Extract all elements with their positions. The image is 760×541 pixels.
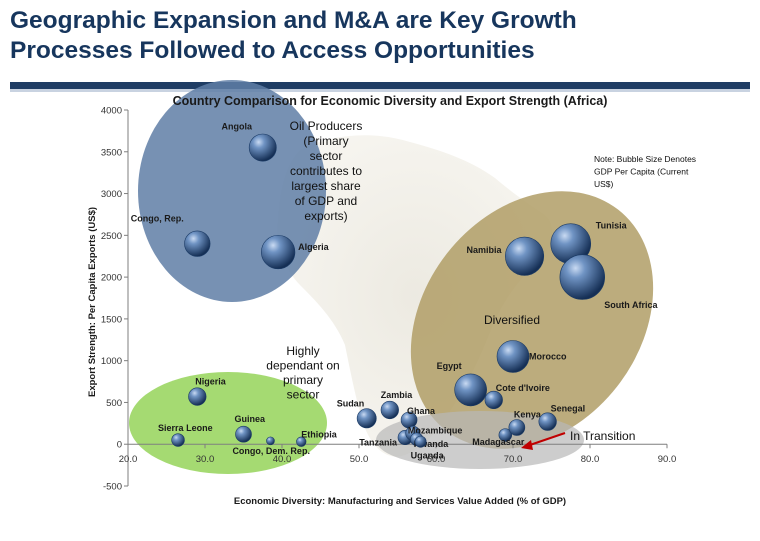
bubble-namibia: [505, 236, 545, 276]
label-rwanda: Rwanda: [414, 439, 450, 449]
x-tick-label: 40.0: [273, 454, 292, 465]
y-tick-label: 4000: [101, 106, 122, 117]
primary-sector-annotation-line: sector: [287, 388, 320, 402]
label-namibia: Namibia: [467, 245, 503, 255]
label-congo-rep: Congo, Rep.: [131, 214, 184, 224]
x-axis-label: Economic Diversity: Manufacturing and Se…: [234, 496, 566, 507]
oil-producers-annotation-line: (Primary: [303, 134, 348, 148]
primary-sector-annotation-line: Highly: [286, 344, 319, 358]
bubble-nigeria: [188, 387, 207, 406]
slide-title: Geographic Expansion and M&A are Key Gro…: [10, 6, 750, 66]
x-tick-label: 90.0: [658, 454, 677, 465]
y-tick-label: 1500: [101, 314, 122, 325]
bubble-kenya: [508, 419, 526, 436]
bubble-zambia: [380, 400, 399, 420]
chart-title: Country Comparison for Economic Diversit…: [173, 94, 608, 108]
label-zambia: Zambia: [381, 390, 414, 400]
bubble-guinea: [235, 425, 252, 443]
label-sudan: Sudan: [337, 398, 365, 408]
label-senegal: Senegal: [551, 404, 586, 414]
label-tunisia: Tunisia: [596, 221, 628, 231]
africa-map-backdrop: [277, 135, 553, 457]
label-cote-d-ivoire: Cote d'Ivoire: [496, 383, 550, 393]
label-congo-dem-rep: Congo, Dem. Rep.: [232, 446, 310, 456]
bubble-south-africa: [559, 254, 605, 300]
oil-producers-annotation-line: sector: [310, 149, 343, 163]
bubble-size-note-line: Note: Bubble Size Denotes: [594, 154, 696, 164]
y-tick-label: 3500: [101, 147, 122, 158]
bubble-madagascar: [498, 428, 512, 442]
oil-producers-annotation-line: exports): [304, 209, 347, 223]
slide-title-line-1: Geographic Expansion and M&A are Key Gro…: [10, 7, 577, 34]
primary-sector-cluster: [129, 372, 327, 474]
bubble-algeria: [261, 234, 296, 270]
label-uganda: Uganda: [411, 451, 445, 461]
oil-producers-annotation-line: of GDP and: [295, 194, 357, 208]
label-mozambique: Mozambique: [408, 425, 463, 435]
y-tick-label: 0: [117, 440, 122, 451]
label-sierra-leone: Sierra Leone: [158, 423, 213, 433]
oil-producers-annotation-line: Oil Producers: [290, 119, 363, 133]
oil-producers-annotation-line: contributes to: [290, 164, 362, 178]
label-guinea: Guinea: [235, 414, 267, 424]
bubble-sierra-leone: [171, 433, 185, 447]
x-tick-label: 60.0: [427, 454, 446, 465]
x-tick-label: 80.0: [581, 454, 600, 465]
bubble-cote-d-ivoire: [484, 390, 503, 410]
y-tick-label: 2000: [101, 273, 122, 284]
bubble-morocco: [496, 340, 530, 373]
label-madagascar: Madagascar: [472, 437, 525, 447]
bubble-sudan: [356, 408, 377, 429]
x-tick-label: 50.0: [350, 454, 369, 465]
x-tick-label: 30.0: [196, 454, 215, 465]
bubble-angola: [248, 133, 277, 162]
bubble-ethiopia: [296, 436, 307, 447]
label-ghana: Ghana: [407, 406, 436, 416]
x-tick-label: 20.0: [119, 454, 138, 465]
label-algeria: Algeria: [298, 242, 330, 252]
label-ethiopia: Ethiopia: [301, 430, 337, 440]
title-divider-bar: [10, 82, 750, 89]
slide-title-line-2: Processes Followed to Access Opportuniti…: [10, 37, 535, 64]
in-transition-cluster: [376, 411, 584, 469]
label-nigeria: Nigeria: [195, 377, 227, 387]
bubble-congo-dem-rep: [266, 436, 275, 446]
label-angola: Angola: [222, 122, 253, 132]
label-egypt: Egypt: [437, 361, 462, 371]
bubble-senegal: [538, 412, 557, 431]
x-tick-label: 70.0: [504, 454, 523, 465]
label-south-africa: South Africa: [604, 300, 658, 310]
bubble-size-note-line: US$): [594, 179, 614, 189]
bubble-egypt: [454, 373, 487, 407]
y-tick-label: 500: [106, 398, 122, 409]
in-transition-annotation: In Transition: [570, 429, 635, 443]
oil-producers-annotation-line: largest share: [291, 179, 361, 193]
bubble-size-note-line: GDP Per Capita (Current: [594, 167, 689, 177]
diversified-annotation: Diversified: [484, 313, 540, 327]
y-axis-label: Export Strength: Per Capita Exports (US$…: [87, 207, 98, 397]
title-divider-shadow: [10, 89, 750, 92]
y-tick-label: 1000: [101, 356, 122, 367]
y-tick-label: -500: [103, 482, 122, 493]
bubble-congo-rep: [184, 230, 211, 257]
label-tanzania: Tanzania: [359, 438, 398, 448]
label-kenya: Kenya: [514, 410, 542, 420]
label-morocco: Morocco: [529, 351, 567, 361]
bubble-uganda: [414, 435, 427, 448]
in-transition-arrow-line: [526, 432, 566, 447]
primary-sector-annotation-line: dependant on: [266, 359, 339, 373]
y-tick-label: 3000: [101, 189, 122, 200]
primary-sector-annotation-line: primary: [283, 373, 323, 387]
in-transition-arrow-head: [521, 440, 533, 450]
y-tick-label: 2500: [101, 231, 122, 242]
